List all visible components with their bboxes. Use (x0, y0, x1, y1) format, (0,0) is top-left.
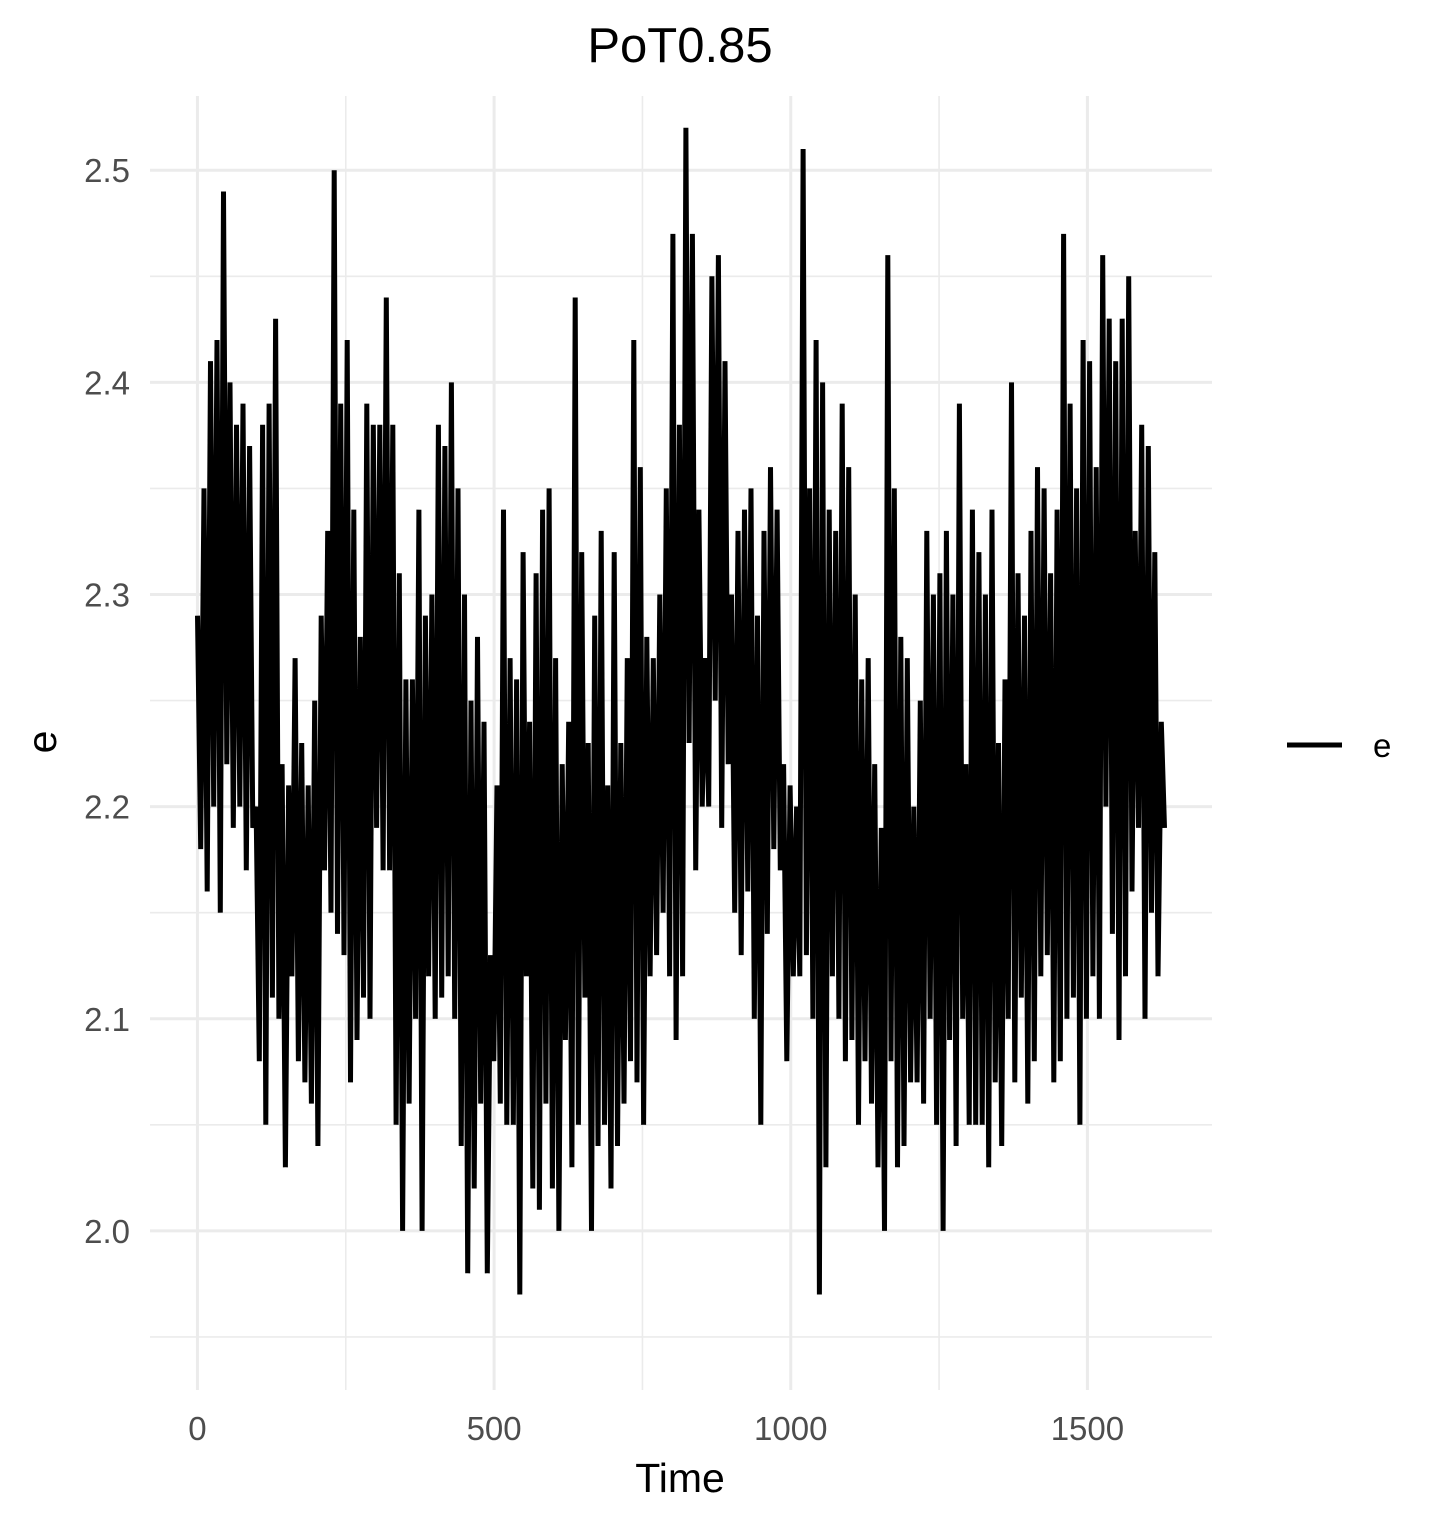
y-tick-label: 2.4 (84, 364, 130, 401)
y-tick-label: 2.0 (84, 1213, 130, 1250)
series-line-e (195, 127, 1167, 1295)
x-axis-ticks: 0 500 1000 1500 (188, 1410, 1124, 1447)
y-tick-label: 2.2 (84, 789, 130, 826)
y-axis-ticks: 2.0 2.1 2.2 2.3 2.4 2.5 (84, 152, 130, 1250)
x-tick-label: 1500 (1051, 1410, 1124, 1447)
y-tick-label: 2.3 (84, 577, 130, 614)
legend-label-e: e (1373, 727, 1391, 764)
y-tick-label: 2.5 (84, 152, 130, 189)
chart-title: PoT0.85 (587, 19, 772, 73)
x-tick-label: 1000 (754, 1410, 827, 1447)
y-tick-label: 2.1 (84, 1001, 130, 1038)
series-layer (195, 127, 1167, 1295)
y-axis-title: e (19, 731, 65, 754)
x-tick-label: 0 (188, 1410, 206, 1447)
x-tick-label: 500 (467, 1410, 522, 1447)
x-axis-title: Time (635, 1455, 725, 1501)
legend: e (1287, 727, 1391, 764)
